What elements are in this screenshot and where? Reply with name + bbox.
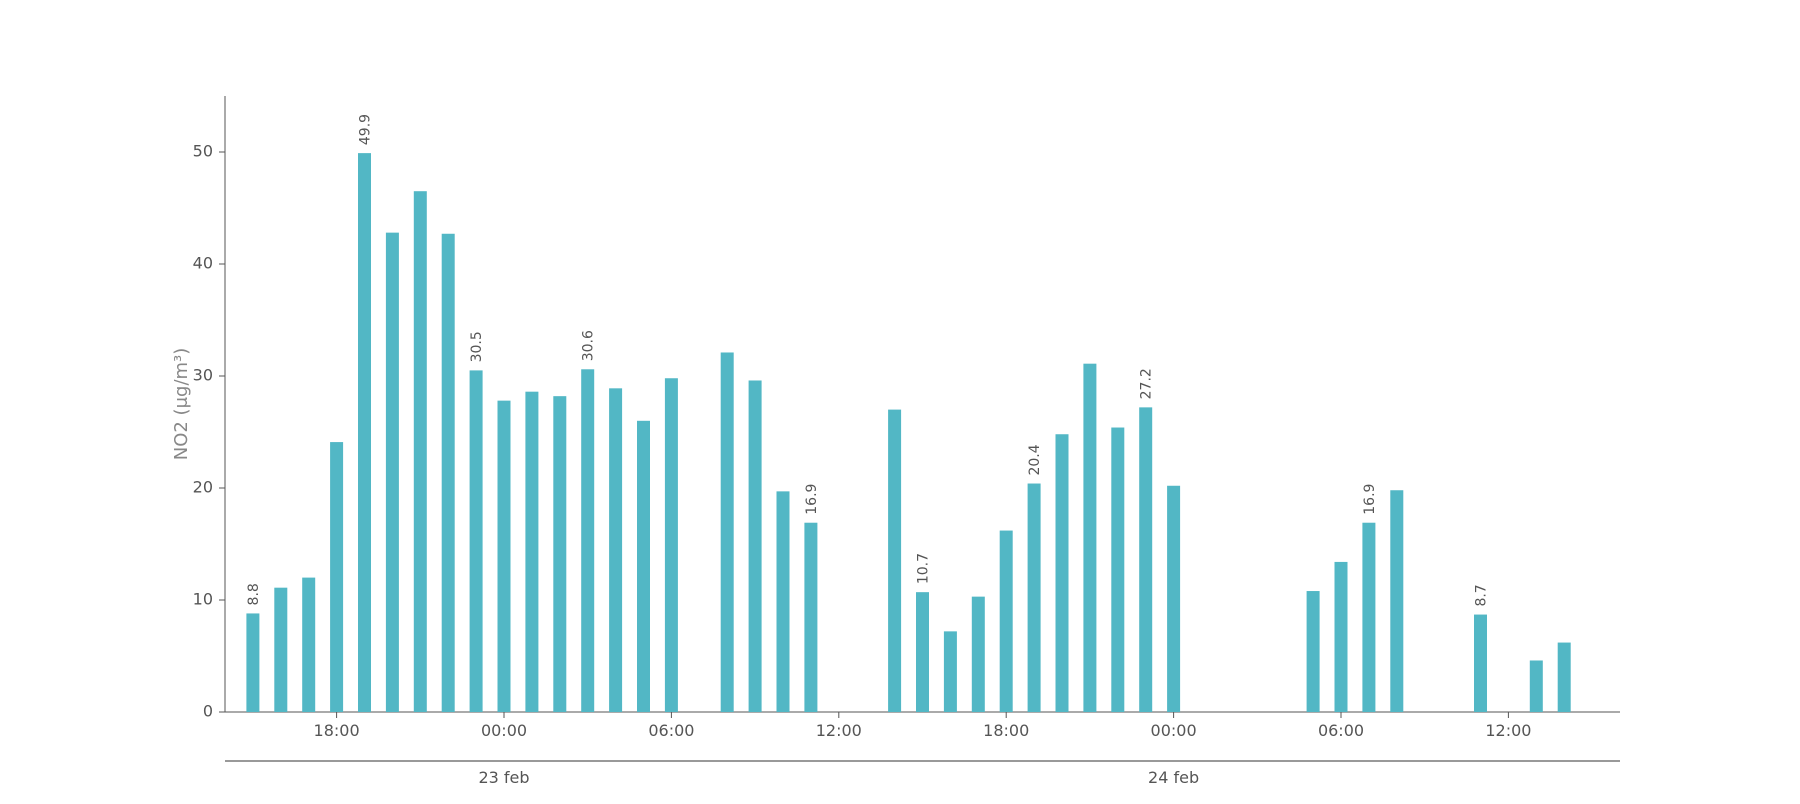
x-tick-label: 06:00 [648, 721, 694, 740]
value-label: 30.6 [581, 330, 597, 361]
day-label: 23 feb [478, 768, 529, 787]
value-label: 30.5 [469, 331, 485, 362]
bar [999, 530, 1013, 712]
bar [1055, 434, 1069, 712]
value-label: 8.8 [246, 583, 262, 605]
x-tick-label: 18:00 [983, 721, 1029, 740]
bar [1334, 561, 1348, 712]
bar [1111, 427, 1125, 712]
bar [971, 596, 985, 712]
bar [1306, 591, 1320, 712]
x-tick-label: 00:00 [481, 721, 527, 740]
bar [469, 370, 483, 712]
x-tick-label: 00:00 [1151, 721, 1197, 740]
value-label: 16.9 [804, 484, 820, 515]
y-tick-label: 10 [193, 590, 213, 609]
bar [1362, 522, 1376, 712]
bar [358, 153, 371, 712]
y-tick-label: 40 [193, 254, 213, 273]
bar [497, 400, 511, 712]
bar [1139, 407, 1153, 712]
bar [1529, 660, 1543, 712]
bar [1167, 485, 1181, 712]
bar [609, 388, 623, 712]
y-tick-label: 30 [193, 366, 213, 385]
bar [330, 442, 344, 712]
bar [1474, 614, 1487, 712]
bar [413, 191, 427, 712]
x-tick-label: 06:00 [1318, 721, 1364, 740]
bar [1027, 483, 1041, 712]
y-axis-label: NO2 (μg/m³) [171, 348, 192, 461]
day-label: 24 feb [1148, 768, 1199, 787]
bar [916, 592, 929, 712]
bar [441, 233, 455, 712]
value-label: 49.9 [358, 114, 374, 145]
bar [1390, 490, 1404, 712]
x-tick-label: 18:00 [314, 721, 360, 740]
x-tick-label: 12:00 [816, 721, 862, 740]
bar [553, 396, 567, 712]
bar [748, 380, 762, 712]
bar [1557, 642, 1571, 712]
bar [246, 613, 260, 712]
y-tick-label: 20 [193, 478, 213, 497]
bar [302, 577, 316, 712]
y-tick-label: 0 [203, 702, 213, 721]
bar [385, 232, 399, 712]
value-label: 8.7 [1474, 584, 1490, 606]
bar [664, 378, 678, 712]
bar [581, 369, 595, 712]
value-label: 27.2 [1139, 368, 1155, 399]
value-label: 20.4 [1027, 444, 1043, 475]
y-tick-label: 50 [193, 142, 213, 161]
bar [804, 522, 818, 712]
bar [888, 409, 902, 712]
bar [637, 420, 650, 712]
bar [274, 587, 288, 712]
x-tick-label: 12:00 [1485, 721, 1531, 740]
bar [720, 352, 734, 712]
bar [1083, 363, 1097, 712]
value-label: 10.7 [916, 553, 932, 584]
bar [525, 391, 539, 712]
bar [776, 491, 790, 712]
value-label: 16.9 [1362, 484, 1378, 515]
bar [943, 631, 957, 712]
